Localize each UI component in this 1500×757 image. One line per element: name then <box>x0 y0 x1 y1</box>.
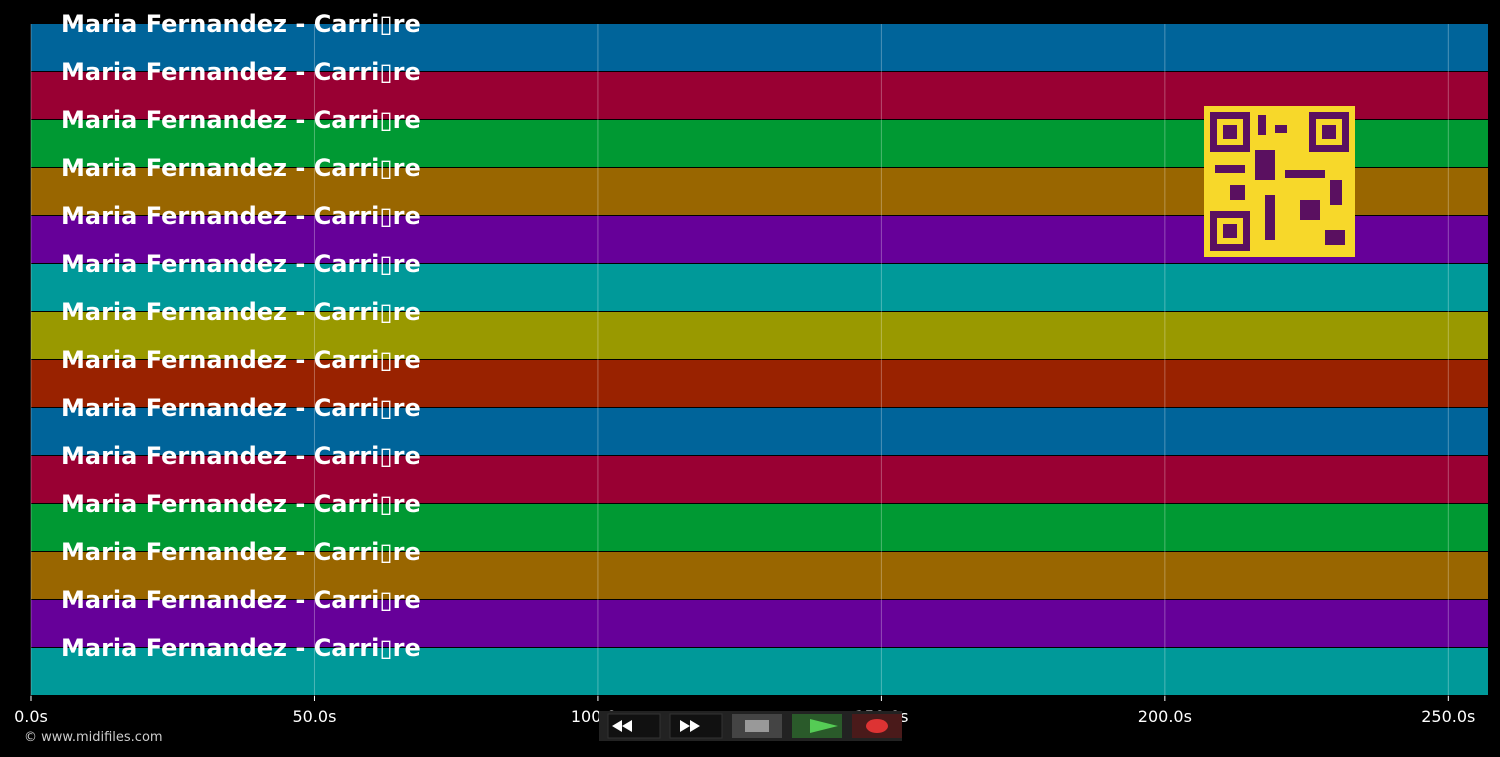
track-label: Maria Fernandez - Carri▯re <box>61 586 421 614</box>
track-band <box>31 504 1488 551</box>
x-tick-label: 200.0s <box>1138 707 1192 726</box>
track-label: Maria Fernandez - Carri▯re <box>61 634 421 662</box>
forward-button[interactable] <box>669 713 723 739</box>
track-label: Maria Fernandez - Carri▯re <box>61 298 421 326</box>
x-tick-label: 0.0s <box>14 707 48 726</box>
track-band <box>31 264 1488 311</box>
rewind-button[interactable] <box>607 713 661 739</box>
track-band <box>31 648 1488 695</box>
copyright: © www.midifiles.com <box>24 730 163 745</box>
controls <box>599 711 902 741</box>
track-band <box>31 408 1488 455</box>
track-label: Maria Fernandez - Carri▯re <box>61 10 421 38</box>
qr-code <box>1204 106 1355 257</box>
track-label: Maria Fernandez - Carri▯re <box>61 442 421 470</box>
track-band <box>31 456 1488 503</box>
track-label: Maria Fernandez - Carri▯re <box>61 394 421 422</box>
track-band <box>31 552 1488 599</box>
track-label: Maria Fernandez - Carri▯re <box>61 490 421 518</box>
x-tick-label: 250.0s <box>1421 707 1475 726</box>
track-label: Maria Fernandez - Carri▯re <box>61 202 421 230</box>
play-button[interactable] <box>792 714 842 738</box>
track-band <box>31 360 1488 407</box>
track-label: Maria Fernandez - Carri▯re <box>61 250 421 278</box>
track-band <box>31 600 1488 647</box>
x-tick-label: 50.0s <box>292 707 336 726</box>
track-band <box>31 312 1488 359</box>
grid <box>30 24 1449 701</box>
track-label: Maria Fernandez - Carri▯re <box>61 58 421 86</box>
stop-button[interactable] <box>732 714 782 738</box>
track-band <box>31 24 1488 71</box>
track-label: Maria Fernandez - Carri▯re <box>61 106 421 134</box>
track-label: Maria Fernandez - Carri▯re <box>61 538 421 566</box>
track-label: Maria Fernandez - Carri▯re <box>61 346 421 374</box>
track-label: Maria Fernandez - Carri▯re <box>61 154 421 182</box>
record-button[interactable] <box>852 714 902 738</box>
